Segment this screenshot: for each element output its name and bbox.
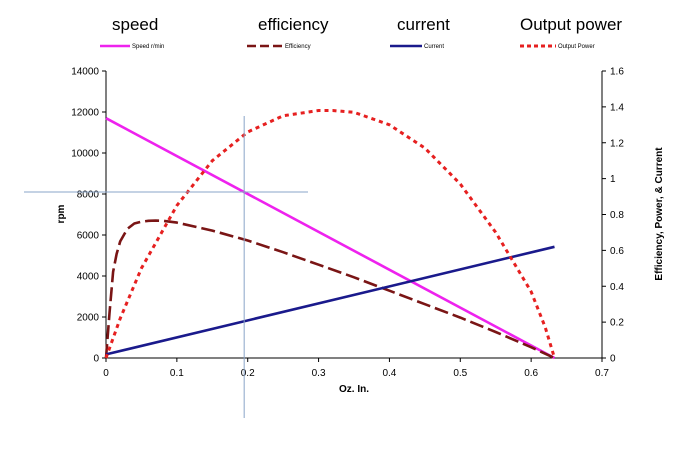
series-output-power xyxy=(104,109,556,359)
left-y-axis-title: rpm xyxy=(56,204,67,223)
x-tick-label: 0.7 xyxy=(595,368,609,379)
x-ticks: 0 0.1 0.2 0.3 0.4 0.5 0.6 0.7 xyxy=(103,358,609,379)
left-tick-label: 6000 xyxy=(77,231,100,242)
left-tick-label: 10000 xyxy=(71,149,99,160)
right-tick-label: 0.8 xyxy=(610,210,624,221)
left-tick-label: 0 xyxy=(93,354,99,365)
legend-label-current: Current xyxy=(424,44,444,50)
legend-label-efficiency: Efficiency xyxy=(285,44,311,50)
annotation-output-power: Output power xyxy=(520,15,622,34)
series-current xyxy=(105,245,555,356)
legend-label-output-power: Output Power xyxy=(558,44,595,50)
x-tick-label: 0.5 xyxy=(453,368,467,379)
right-tick-label: 0.4 xyxy=(610,282,624,293)
x-tick-label: 0.4 xyxy=(382,368,396,379)
right-tick-label: 0.2 xyxy=(610,318,624,329)
legend: Speed r/min Efficiency Current Output Po… xyxy=(100,44,595,50)
right-y-ticks: 0 0.2 0.4 0.6 0.8 1 1.2 1.4 1.6 xyxy=(602,67,624,365)
right-y-axis-title: Efficiency, Power, & Current xyxy=(654,147,665,281)
annotation-efficiency: efficiency xyxy=(258,15,329,34)
x-axis-title: Oz. In. xyxy=(339,384,369,395)
x-tick-label: 0 xyxy=(103,368,109,379)
x-tick-label: 0.1 xyxy=(170,368,184,379)
series-efficiency xyxy=(104,219,556,360)
x-tick-label: 0.6 xyxy=(524,368,538,379)
right-tick-label: 1 xyxy=(610,174,616,185)
left-tick-label: 8000 xyxy=(77,190,100,201)
right-tick-label: 1.4 xyxy=(610,102,624,113)
series-layer xyxy=(104,109,556,360)
left-tick-label: 14000 xyxy=(71,67,99,78)
legend-label-speed: Speed r/min xyxy=(132,44,164,50)
left-tick-label: 2000 xyxy=(77,313,100,324)
annotation-current: current xyxy=(397,15,450,34)
left-y-ticks: 0 2000 4000 6000 8000 10000 12000 14000 xyxy=(71,67,106,365)
series-speed xyxy=(105,117,556,360)
annotation-speed: speed xyxy=(112,15,158,34)
left-tick-label: 4000 xyxy=(77,272,100,283)
x-tick-label: 0.2 xyxy=(241,368,255,379)
right-tick-label: 0.6 xyxy=(610,246,624,257)
x-tick-label: 0.3 xyxy=(312,368,326,379)
right-tick-label: 0 xyxy=(610,354,616,365)
right-tick-label: 1.6 xyxy=(610,67,624,78)
left-tick-label: 12000 xyxy=(71,108,99,119)
right-tick-label: 1.2 xyxy=(610,138,624,149)
